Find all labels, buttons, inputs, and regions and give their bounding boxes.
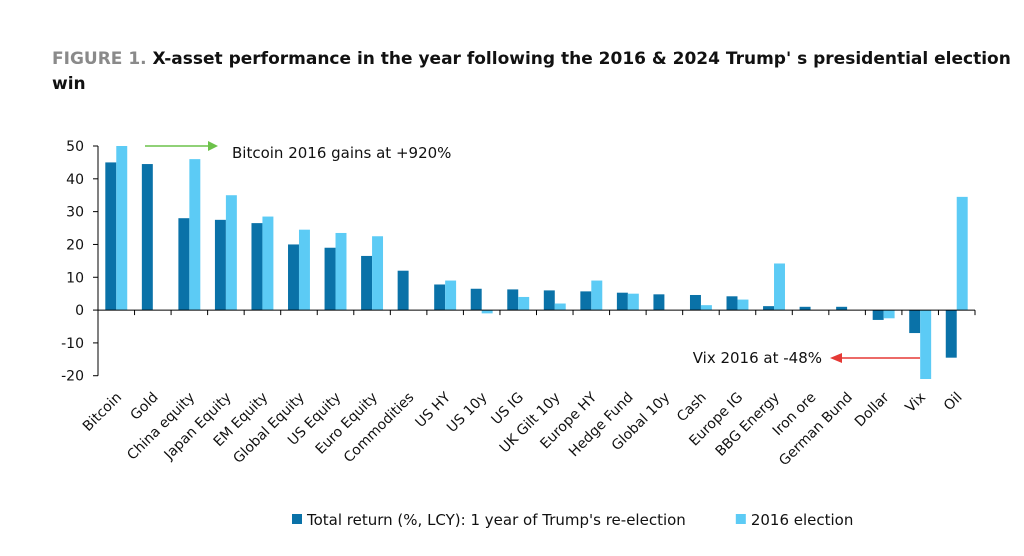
bar xyxy=(262,216,274,311)
bar xyxy=(689,294,701,311)
x-tick-label: Bitcoin xyxy=(80,390,125,435)
y-tick-label: 40 xyxy=(66,172,84,188)
bar xyxy=(141,164,153,311)
bar xyxy=(956,196,968,311)
bar xyxy=(214,219,226,311)
bar xyxy=(116,146,128,311)
legend-swatch xyxy=(735,514,746,524)
x-tick-label: Oil xyxy=(941,390,966,415)
bar xyxy=(872,310,884,320)
bar xyxy=(653,294,665,311)
y-tick-label: 30 xyxy=(66,205,84,221)
bar xyxy=(920,310,932,379)
figure-label: FIGURE 1. xyxy=(52,49,147,69)
bar xyxy=(945,310,957,358)
bar xyxy=(543,290,555,311)
bar xyxy=(518,296,530,311)
legend-label: Total return (%, LCY): 1 year of Trump's… xyxy=(306,511,686,529)
x-tick-label: Vix xyxy=(903,390,929,416)
annotation: Vix 2016 at -48% xyxy=(693,349,822,367)
y-tick-label: 20 xyxy=(66,237,84,253)
bar xyxy=(580,291,592,311)
bar xyxy=(554,303,566,311)
bar xyxy=(763,306,775,311)
y-tick-label: 10 xyxy=(66,270,84,286)
bar xyxy=(470,288,482,311)
annotation: Bitcoin 2016 gains at +920% xyxy=(232,144,451,162)
bar xyxy=(774,263,785,311)
bar xyxy=(726,296,738,311)
y-tick-label: 0 xyxy=(75,303,84,319)
legend-swatch xyxy=(292,514,302,524)
annotation-arrowhead xyxy=(208,141,218,151)
bar xyxy=(178,218,190,311)
bar xyxy=(616,292,628,311)
legend-label: 2016 election xyxy=(751,511,854,529)
bar xyxy=(883,310,895,319)
title-text-wrap: win xyxy=(52,74,86,94)
bar xyxy=(481,310,493,314)
bar xyxy=(225,195,237,311)
annotation-arrowhead xyxy=(830,353,842,363)
bar xyxy=(105,162,117,311)
bar xyxy=(251,223,263,311)
y-tick-label: -20 xyxy=(61,369,84,385)
bar xyxy=(799,306,811,311)
bar xyxy=(324,247,336,311)
bar xyxy=(361,255,373,311)
bar xyxy=(445,280,457,311)
bar xyxy=(298,229,310,311)
bar xyxy=(288,244,299,311)
bar xyxy=(372,236,384,311)
title-text: X-asset performance in the year followin… xyxy=(153,49,1011,69)
bar xyxy=(627,293,639,311)
chart-title: FIGURE 1. X-asset performance in the yea… xyxy=(52,49,1011,94)
bar xyxy=(397,270,409,311)
bar xyxy=(335,232,347,311)
bar xyxy=(591,280,603,311)
bar xyxy=(909,310,921,334)
y-tick-label: -10 xyxy=(61,336,84,352)
bar xyxy=(434,284,446,311)
bar xyxy=(700,305,712,311)
bar xyxy=(189,159,201,311)
bar xyxy=(507,289,519,311)
bar xyxy=(737,299,749,311)
y-tick-label: 50 xyxy=(66,139,84,155)
bar xyxy=(836,306,848,311)
x-tick-label: US 10y xyxy=(444,390,490,436)
x-tick-label: Dollar xyxy=(852,389,893,430)
